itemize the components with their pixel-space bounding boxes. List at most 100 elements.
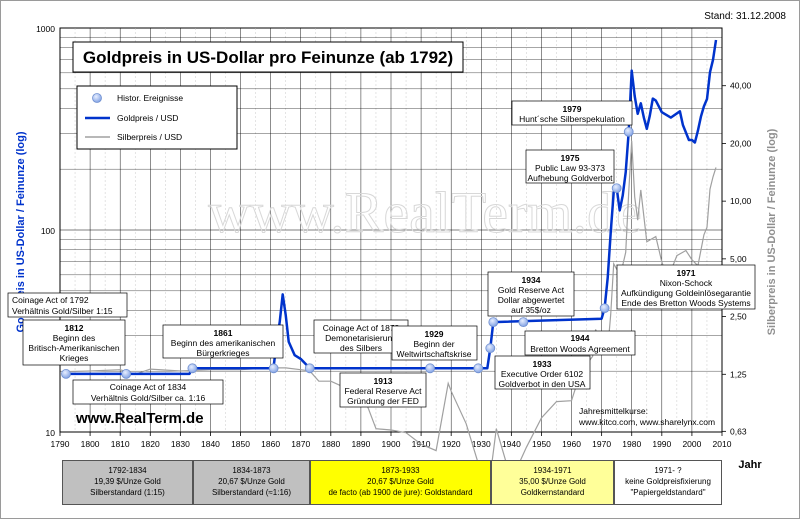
svg-text:1933: 1933 — [533, 359, 552, 369]
svg-text:1944: 1944 — [571, 333, 590, 343]
y2-axis-label: Silberpreis in US-Dollar / Feinunze (log… — [766, 128, 778, 335]
svg-text:1975: 1975 — [561, 153, 580, 163]
x-tick-label: 1850 — [231, 439, 250, 449]
svg-text:1913: 1913 — [374, 376, 393, 386]
x-tick-label: 1890 — [351, 439, 370, 449]
footer-period-price: 35,00 $/Unze Gold — [519, 477, 586, 486]
title-box: Goldpreis in US-Dollar pro Feinunze (ab … — [72, 41, 464, 73]
x-tick-label: 1870 — [291, 439, 310, 449]
svg-text:Aufkündigung Goldeinlösegarant: Aufkündigung Goldeinlösegarantie — [621, 288, 751, 298]
chart-title: Goldpreis in US-Dollar pro Feinunze (ab … — [83, 48, 453, 67]
x-tick-label: 1860 — [261, 439, 280, 449]
footer-period-years: 1873-1933 — [381, 466, 420, 475]
annotation-1812: 1812 Beginn des Britisch-Amerikanischen … — [22, 319, 126, 366]
stand-date: Stand: 31.12.2008 — [704, 11, 786, 22]
gold-price-line — [66, 39, 718, 376]
svg-text:Executive Order 6102: Executive Order 6102 — [501, 369, 583, 379]
legend: Histor. Ereignisse Goldpreis / USD Silbe… — [76, 85, 238, 150]
footer-period-years: 1934-1971 — [533, 466, 572, 475]
footer-period-standard: Goldkernstandard — [520, 488, 585, 497]
x-tick-label: 1940 — [502, 439, 521, 449]
svg-text:Britisch-Amerikanischen: Britisch-Amerikanischen — [28, 343, 119, 353]
footer-period-price: 19,39 $/Unze Gold — [94, 477, 161, 486]
x-tick-label: 1900 — [382, 439, 401, 449]
annotation-1834: Coinage Act of 1834 Verhältnis Gold/Silb… — [72, 379, 224, 405]
watermark: www.RealTerm.de — [208, 180, 641, 245]
y-tick-label: 10 — [46, 428, 56, 438]
x-axis-label: Jahr — [738, 459, 762, 471]
event-marker — [121, 369, 132, 379]
y2-tick-label: 0,63 — [730, 426, 747, 436]
footer-period-standard: Silberstandard (1:15) — [90, 488, 165, 497]
svg-text:Ende des Bretton Woods Systems: Ende des Bretton Woods Systems — [621, 298, 750, 308]
legend-event-marker — [92, 93, 102, 103]
legend-item-gold: Goldpreis / USD — [117, 113, 178, 123]
event-marker — [304, 363, 315, 374]
x-tick-label: 1800 — [81, 439, 100, 449]
event-marker — [473, 363, 484, 374]
event-markers — [61, 126, 634, 379]
y-tick-label: 1000 — [36, 24, 55, 34]
y-axis-left: 10 100 1000 — [36, 24, 55, 438]
svg-text:Public Law 93-373: Public Law 93-373 — [535, 163, 605, 173]
svg-text:Coinage Act of 1792: Coinage Act of 1792 — [12, 295, 89, 305]
svg-text:Coinage Act of 1873: Coinage Act of 1873 — [323, 323, 400, 333]
svg-text:Nixon-Schock: Nixon-Schock — [660, 278, 713, 288]
event-marker — [611, 183, 622, 194]
svg-text:Beginn des amerikanischen: Beginn des amerikanischen — [171, 338, 276, 348]
svg-text:Bretton Woods Agreement: Bretton Woods Agreement — [530, 344, 630, 354]
footer-period-price: 20,67 $/Unze Gold — [218, 477, 285, 486]
event-marker — [488, 317, 499, 327]
legend-item-silver: Silberpreis / USD — [117, 132, 182, 142]
x-tick-label: 1920 — [442, 439, 461, 449]
event-marker — [599, 303, 610, 314]
x-tick-label: 1880 — [321, 439, 340, 449]
y2-tick-label: 20,00 — [730, 138, 752, 148]
svg-text:Bürgerkrieges: Bürgerkrieges — [197, 348, 250, 358]
y2-tick-label: 10,00 — [730, 196, 752, 206]
footer-period-1934-1971: 1934-1971 35,00 $/Unze Gold Goldkernstan… — [491, 460, 614, 505]
x-tick-label: 1810 — [111, 439, 130, 449]
y-axis-label: Goldpreis in US-Dollar / Feinunze (log) — [15, 131, 27, 332]
svg-text:Federal Reserve Act: Federal Reserve Act — [344, 386, 422, 396]
svg-text:1929: 1929 — [425, 329, 444, 339]
x-tick-label: 1990 — [652, 439, 671, 449]
svg-text:Demonetarisierung: Demonetarisierung — [325, 333, 397, 343]
svg-text:auf 35$/oz: auf 35$/oz — [511, 305, 551, 315]
source-note-2: www.kitco.com, www.sharelynx.com — [578, 417, 715, 427]
svg-text:1934: 1934 — [522, 275, 541, 285]
annotation-1929: 1929 Beginn der Weltwirtschaftskrise — [391, 325, 478, 361]
footer-period-price: keine Goldpreisfixierung — [625, 477, 711, 486]
x-tick-label: 1930 — [472, 439, 491, 449]
svg-text:Verhältnis Gold/Silber 1:15: Verhältnis Gold/Silber 1:15 — [12, 306, 113, 316]
annotation-1975: 1975 Public Law 93-373 Aufhebung Goldver… — [525, 149, 615, 184]
x-tick-label: 2000 — [682, 439, 701, 449]
y-axis-right: 0,63 1,25 2,50 5,00 10,00 20,00 40,00 — [722, 81, 752, 436]
footer-period-years: 1834-1873 — [232, 466, 271, 475]
svg-text:1812: 1812 — [65, 323, 84, 333]
annotation-1933: 1933 Executive Order 6102 Goldverbot in … — [494, 355, 591, 390]
annotation-1944: 1944 Bretton Woods Agreement — [524, 330, 636, 356]
svg-text:Gold Reserve Act: Gold Reserve Act — [498, 285, 565, 295]
footer-period-price: 20,67 $/Unze Gold — [367, 477, 434, 486]
x-tick-label: 1830 — [171, 439, 190, 449]
svg-text:Dollar abgewertet: Dollar abgewertet — [498, 295, 565, 305]
footer-period-years: 1971- ? — [654, 466, 682, 475]
event-marker — [187, 363, 198, 374]
legend-item-events: Histor. Ereignisse — [117, 93, 183, 103]
y2-tick-label: 40,00 — [730, 81, 752, 91]
svg-text:Hunt´sche Silberspekulation: Hunt´sche Silberspekulation — [519, 114, 625, 124]
y-tick-label: 100 — [41, 226, 55, 236]
y2-tick-label: 2,50 — [730, 312, 747, 322]
svg-text:1979: 1979 — [563, 104, 582, 114]
svg-text:Goldverbot in den USA: Goldverbot in den USA — [499, 379, 586, 389]
event-marker — [518, 317, 529, 327]
event-marker — [425, 363, 436, 374]
x-tick-label: 1960 — [562, 439, 581, 449]
x-tick-label: 1820 — [141, 439, 160, 449]
silver-series — [65, 140, 717, 500]
svg-text:Weltwirtschaftskrise: Weltwirtschaftskrise — [397, 349, 472, 359]
annotation-1971: 1971 Nixon-Schock Aufkündigung Goldeinlö… — [616, 264, 756, 310]
x-tick-label: 1970 — [592, 439, 611, 449]
